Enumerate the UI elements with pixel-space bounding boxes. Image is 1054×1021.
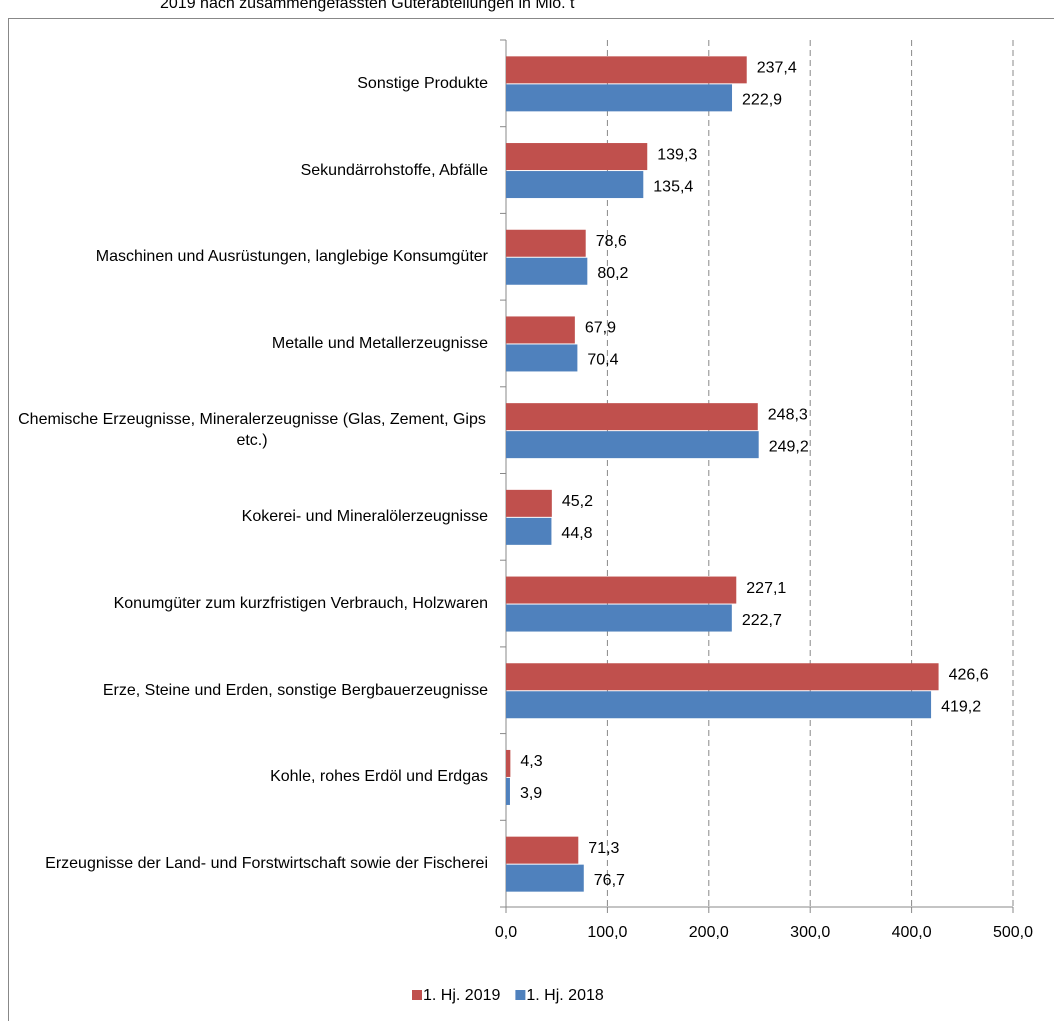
data-label: 248,3 [768, 406, 808, 423]
data-label: 70,4 [587, 352, 618, 369]
bar [506, 864, 584, 892]
bar [506, 84, 733, 112]
category-label-box: Chemische Erzeugnisse, Mineralerzeugniss… [8, 400, 488, 460]
category-label-box: Sonstige Produkte [8, 53, 488, 113]
bar [506, 836, 579, 864]
data-label: 76,7 [594, 872, 625, 889]
bar [506, 171, 644, 199]
bar [506, 344, 578, 372]
x-tick-label: 100,0 [587, 924, 627, 941]
bar [506, 576, 737, 604]
category-label-box: Erze, Steine und Erden, sonstige Bergbau… [8, 660, 488, 720]
category-label-box: Metalle und Metallerzeugnisse [8, 313, 488, 373]
y-tick-label: Sonstige Produkte [357, 74, 488, 92]
category-label-box: Konumgüter zum kurzfristigen Verbrauch, … [8, 574, 488, 634]
bar [506, 663, 939, 691]
data-label: 419,2 [941, 698, 981, 715]
category-label-box: Kohle, rohes Erdöl und Erdgas [8, 747, 488, 807]
data-label: 4,3 [520, 753, 542, 770]
legend-swatch [412, 990, 422, 1000]
data-label: 249,2 [769, 438, 809, 455]
y-tick-label: Metalle und Metallerzeugnisse [271, 334, 488, 352]
x-tick-label: 500,0 [993, 924, 1033, 941]
bar [506, 257, 588, 285]
data-label: 222,9 [742, 92, 782, 109]
category-label-box: Maschinen und Ausrüstungen, langlebige K… [8, 227, 488, 287]
legend-label: 1. Hj. 2019 [423, 987, 500, 1004]
bar [506, 749, 511, 777]
data-label: 78,6 [596, 233, 627, 250]
bar [506, 431, 759, 459]
y-tick-label: Erzeugnisse der Land- und Forstwirtschaf… [45, 855, 488, 873]
category-label-box: Sekundärrohstoffe, Abfälle [8, 140, 488, 200]
data-label: 45,2 [562, 493, 593, 510]
bar [506, 691, 932, 719]
bar [506, 777, 510, 805]
data-label: 237,4 [757, 60, 797, 77]
legend-swatch [515, 990, 526, 1000]
data-label: 3,9 [520, 785, 542, 802]
bar [506, 517, 552, 545]
chart-frame [8, 18, 1054, 1021]
bar [506, 489, 552, 517]
bar [506, 143, 648, 171]
chart-title: 2019 nach zusammengefassten Güterabteilu… [160, 0, 575, 12]
data-label: 426,6 [949, 666, 989, 683]
data-label: 139,3 [657, 146, 697, 163]
x-tick-label: 300,0 [790, 924, 830, 941]
bar [506, 604, 732, 632]
category-label-box: Erzeugnisse der Land- und Forstwirtschaf… [8, 834, 488, 894]
data-label: 135,4 [653, 178, 693, 195]
y-tick-label: Kohle, rohes Erdöl und Erdgas [270, 768, 488, 786]
y-tick-label: Maschinen und Ausrüstungen, langlebige K… [95, 248, 488, 266]
bar [506, 56, 747, 84]
category-label-box: Kokerei- und Mineralölerzeugnisse [8, 487, 488, 547]
x-tick-label: 200,0 [689, 924, 729, 941]
y-tick-label: Erze, Steine und Erden, sonstige Bergbau… [102, 681, 488, 699]
data-label: 222,7 [742, 612, 782, 629]
legend-label: 1. Hj. 2018 [526, 987, 603, 1004]
bar [506, 403, 758, 431]
bar [506, 229, 586, 257]
y-tick-label: Konumgüter zum kurzfristigen Verbrauch, … [113, 595, 488, 613]
y-tick-label: Sekundärrohstoffe, Abfälle [300, 161, 488, 179]
data-label: 67,9 [585, 320, 616, 337]
x-tick-label: 400,0 [892, 924, 932, 941]
y-tick-label: Chemische Erzeugnisse, Mineralerzeugniss… [18, 411, 486, 450]
data-label: 71,3 [588, 840, 619, 857]
bar [506, 316, 575, 344]
data-label: 44,8 [561, 525, 592, 542]
data-label: 80,2 [597, 265, 628, 282]
y-tick-label: Kokerei- und Mineralölerzeugnisse [241, 508, 488, 526]
x-tick-label: 0,0 [495, 924, 517, 941]
data-label: 227,1 [746, 580, 786, 597]
